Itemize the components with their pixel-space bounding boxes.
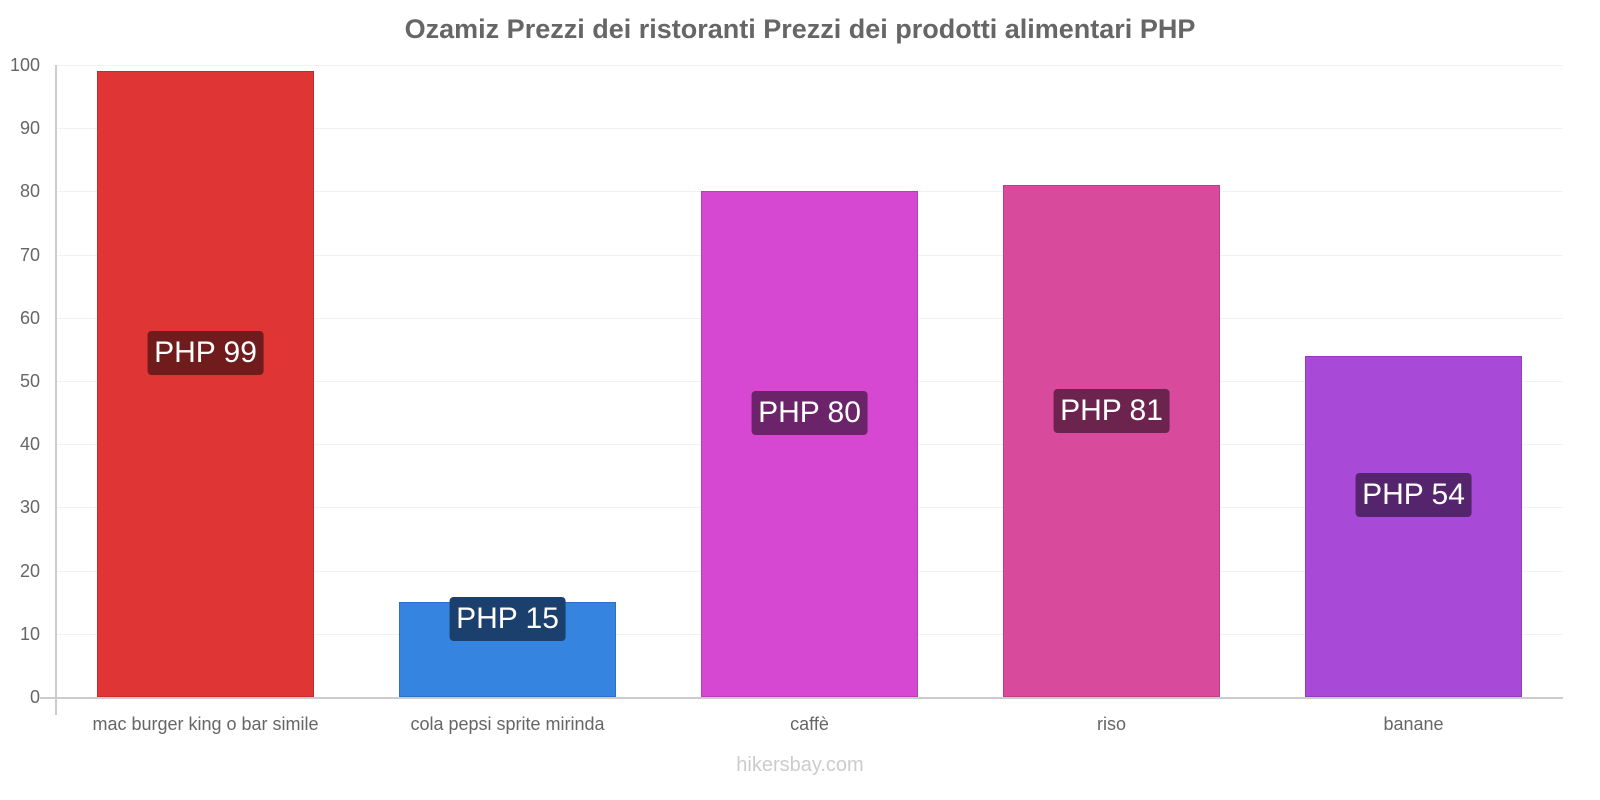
y-tick-label: 50: [19, 371, 40, 391]
bar[interactable]: [1305, 355, 1522, 697]
bar[interactable]: [701, 191, 918, 697]
bar-value-label: PHP 81: [1053, 389, 1170, 433]
bar[interactable]: [1003, 185, 1220, 697]
gridline: [56, 65, 1563, 66]
y-tick-label: 20: [19, 560, 40, 581]
bar[interactable]: [97, 71, 314, 697]
y-tick-label: 80: [19, 181, 40, 202]
chart-title: Ozamiz Prezzi dei ristoranti Prezzi dei …: [404, 14, 1196, 44]
y-tick-label: 70: [19, 244, 40, 265]
x-axis-line: [40, 697, 1563, 699]
y-tick-label: 40: [19, 434, 40, 455]
y-axis-line: [55, 65, 57, 715]
bar-value-label: PHP 54: [1355, 473, 1472, 517]
source-watermark: hikersbay.com: [736, 754, 864, 776]
y-tick-label: 60: [19, 307, 40, 328]
x-category-label: riso: [1096, 714, 1126, 734]
y-tick-label: 90: [19, 118, 40, 139]
bar-value-label: PHP 15: [449, 597, 566, 641]
x-category-label: cola pepsi sprite mirinda: [410, 714, 605, 734]
y-tick-label: 0: [29, 687, 40, 707]
x-category-label: banane: [1383, 714, 1444, 734]
y-tick-label: 10: [19, 623, 40, 644]
y-tick-label: 100: [9, 55, 40, 75]
gridline: [56, 128, 1563, 130]
bar-value-label: PHP 80: [751, 391, 868, 435]
x-category-label: mac burger king o bar simile: [92, 714, 319, 734]
y-tick-label: 30: [19, 497, 40, 518]
x-category-label: caffè: [790, 714, 829, 734]
bar-value-label: PHP 99: [147, 331, 264, 375]
